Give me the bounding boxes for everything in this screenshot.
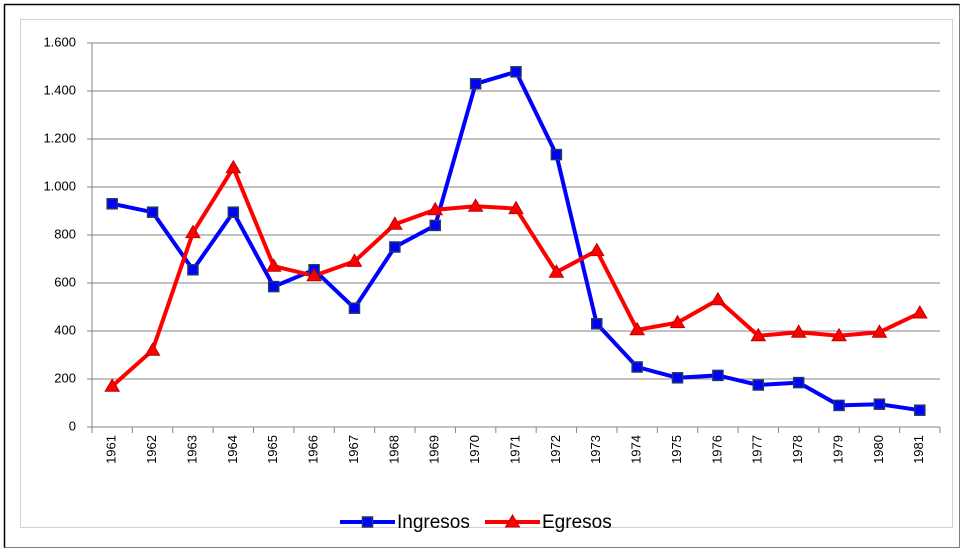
data-point [306,267,322,282]
data-point [712,369,724,382]
data-point [346,253,363,267]
x-tick-label: 1980 [871,435,886,464]
x-tick-label: 1975 [669,435,684,464]
data-point [831,327,847,342]
data-point [106,198,118,210]
data-point [467,198,484,212]
data-point [873,398,886,410]
x-tick-label: 1965 [265,435,280,464]
y-tick-label: 200 [54,370,76,385]
data-point [185,224,201,239]
data-point [750,327,767,342]
y-tick-label: 0 [69,418,76,433]
data-point [427,201,444,216]
x-tick-label: 1976 [709,435,724,464]
x-tick-label: 1963 [184,435,199,464]
data-point [265,258,282,272]
data-point [914,404,926,416]
data-point [187,264,199,276]
y-tick-label: 800 [54,226,76,241]
x-tick-label: 1971 [507,435,522,464]
x-tick-label: 1966 [306,435,321,464]
data-point [752,379,765,391]
x-tick-label: 1978 [790,435,805,464]
data-point [629,321,646,336]
x-tick-label: 1968 [386,435,401,464]
data-point [469,78,482,90]
x-tick-label: 1961 [104,435,119,464]
data-point [146,206,159,218]
legend-label: Egresos [542,512,612,533]
data-point [550,148,563,161]
y-tick-label: 1.400 [43,82,76,97]
data-point [348,302,361,314]
x-tick-label: 1974 [629,435,644,464]
chart-frame [4,4,960,548]
y-tick-label: 1.200 [43,130,76,145]
y-tick-label: 400 [54,322,76,337]
data-point [588,242,605,257]
legend: Ingresos Egresos [340,512,612,533]
data-point [669,314,686,329]
data-point [389,241,401,253]
data-point [429,219,441,232]
y-tick-label: 600 [54,274,76,289]
data-point [911,305,928,319]
plot-frame [20,19,953,528]
x-tick-label: 1977 [750,435,765,464]
data-point [833,399,845,412]
legend-marker [504,514,521,528]
y-tick-label: 1.000 [43,178,76,193]
y-tick-label: 1.600 [43,34,76,49]
data-point [671,372,684,384]
data-point [225,159,242,174]
data-point [510,66,522,78]
x-tick-label: 1973 [588,435,603,464]
x-tick-label: 1964 [225,435,240,464]
x-tick-label: 1979 [830,435,845,464]
x-tick-label: 1969 [427,435,442,464]
x-tick-label: 1972 [548,435,563,464]
data-point [144,342,161,356]
data-point [591,318,603,330]
data-point [871,324,888,338]
data-point [792,376,805,389]
data-point [386,216,403,230]
x-tick-label: 1962 [144,435,159,464]
x-tick-label: 1970 [467,435,482,464]
data-point [104,378,121,392]
data-point [508,200,524,215]
x-tick-label: 1981 [911,435,926,464]
data-point [548,264,565,278]
data-point [710,291,726,306]
data-point [227,206,240,218]
legend-label: Ingresos [397,512,470,533]
x-tick-label: 1967 [346,435,361,464]
data-point [631,361,643,373]
data-point [790,324,807,338]
legend-marker [361,516,374,528]
data-point [267,280,280,293]
